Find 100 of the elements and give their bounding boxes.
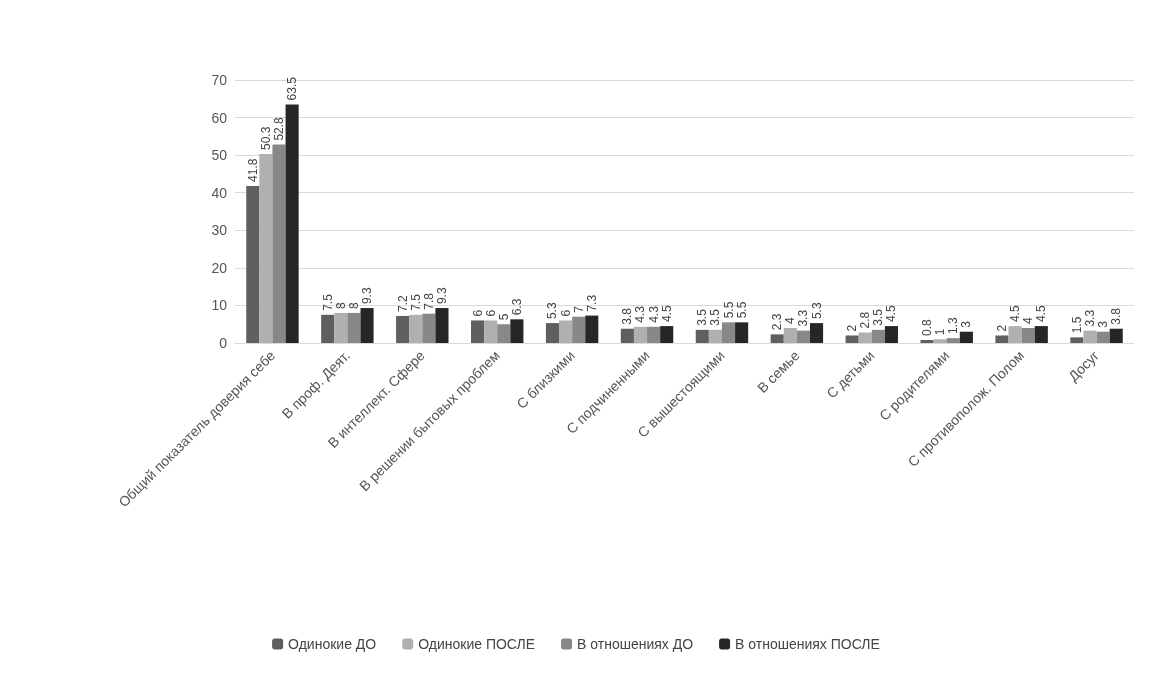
- data-label: 3: [1096, 320, 1111, 328]
- y-tick-label: 0: [219, 335, 228, 351]
- bar: [272, 144, 286, 343]
- data-label: 0.8: [920, 318, 935, 336]
- bar: [422, 313, 436, 343]
- bar: [633, 326, 648, 343]
- bar: [1070, 337, 1084, 343]
- bar: [695, 329, 709, 343]
- bar: [770, 334, 784, 343]
- data-label: 2: [845, 324, 860, 332]
- data-label: 4.3: [646, 305, 661, 323]
- bar: [920, 339, 934, 343]
- data-label: 8: [333, 301, 348, 309]
- y-tick-label: 10: [211, 297, 228, 314]
- data-label: 3.5: [708, 308, 723, 326]
- legend-label: Одинокие ДО: [288, 636, 377, 652]
- legend-label: В отношениях ПОСЛЕ: [735, 636, 880, 652]
- bar: [1083, 330, 1097, 343]
- bar: [572, 316, 586, 343]
- data-label: 5.3: [809, 302, 824, 320]
- bar: [959, 331, 973, 343]
- data-label: 5.5: [721, 301, 736, 319]
- bar: [735, 322, 749, 343]
- data-label: 6: [470, 309, 485, 317]
- bar: [259, 154, 273, 343]
- y-tick-label: 30: [211, 222, 228, 239]
- data-label: 7.3: [584, 294, 599, 312]
- bar: [1034, 326, 1048, 343]
- bar: [1096, 331, 1110, 343]
- y-tick-label: 60: [211, 109, 228, 126]
- bar: [484, 320, 498, 343]
- data-label: 52.8: [272, 116, 287, 141]
- bar: [858, 332, 872, 343]
- bar: [946, 338, 960, 343]
- data-label: 4.5: [1008, 305, 1023, 323]
- y-tick-label: 20: [211, 259, 228, 276]
- bar: [347, 312, 361, 343]
- bar: [708, 329, 722, 343]
- data-label: 41.8: [245, 158, 260, 182]
- data-label: 4: [1021, 316, 1036, 324]
- bar: [783, 327, 797, 343]
- y-tick-label: 50: [211, 147, 228, 164]
- data-label: 50.3: [258, 126, 273, 151]
- data-label: 3.5: [695, 308, 710, 326]
- data-label: 2.3: [770, 313, 785, 331]
- bar: [321, 314, 335, 343]
- bar: [809, 323, 824, 343]
- data-label: 4: [783, 316, 798, 324]
- bar: [285, 104, 299, 343]
- data-label: 1.3: [946, 317, 961, 335]
- bar: [559, 320, 573, 343]
- y-tick-label: 40: [211, 184, 228, 201]
- bar: [334, 312, 348, 343]
- data-label: 3.8: [620, 307, 635, 325]
- bar: [660, 326, 674, 343]
- data-label: 7.5: [408, 293, 423, 311]
- bar: [585, 315, 599, 343]
- bar: [721, 322, 736, 343]
- bar: [796, 330, 810, 343]
- data-label: 3.5: [871, 308, 886, 326]
- legend-label: Одинокие ПОСЛЕ: [418, 636, 536, 652]
- data-label: 3.3: [796, 309, 811, 327]
- data-label: 6: [483, 309, 498, 317]
- data-label: 7.8: [421, 292, 436, 310]
- data-label: 5: [496, 313, 511, 321]
- data-label: 7.5: [320, 293, 335, 311]
- data-label: 7.2: [395, 294, 410, 312]
- bar: [435, 308, 449, 343]
- data-label: 1: [933, 328, 948, 336]
- data-label: 4.5: [659, 305, 674, 323]
- bar: [884, 326, 899, 343]
- data-label: 3.3: [1082, 309, 1097, 327]
- bar: [1008, 326, 1022, 343]
- data-label: 9.3: [434, 287, 449, 305]
- data-label: 63.5: [285, 76, 300, 101]
- data-label: 5.5: [734, 301, 749, 319]
- y-tick-label: 70: [211, 72, 228, 88]
- bar: [995, 335, 1009, 343]
- bar: [1109, 328, 1123, 343]
- data-label: 4.3: [633, 305, 648, 323]
- bar: [545, 323, 560, 343]
- bar: [409, 314, 423, 343]
- bar: [871, 329, 885, 343]
- bar: [246, 185, 260, 343]
- bar: [510, 319, 524, 343]
- bar: [396, 315, 410, 343]
- data-label: 7: [571, 305, 586, 313]
- data-label: 6: [558, 309, 573, 317]
- data-label: 2.8: [858, 311, 873, 329]
- bar: [933, 339, 947, 343]
- data-label: 1.5: [1069, 316, 1084, 334]
- bar: [620, 328, 634, 343]
- bar: [497, 324, 511, 343]
- bar: [1021, 327, 1035, 343]
- bar: [360, 308, 374, 343]
- bar: [470, 320, 485, 343]
- bar: [845, 335, 859, 343]
- data-label: 5.3: [545, 302, 560, 320]
- data-label: 2: [994, 324, 1009, 332]
- data-label: 6.3: [509, 298, 524, 316]
